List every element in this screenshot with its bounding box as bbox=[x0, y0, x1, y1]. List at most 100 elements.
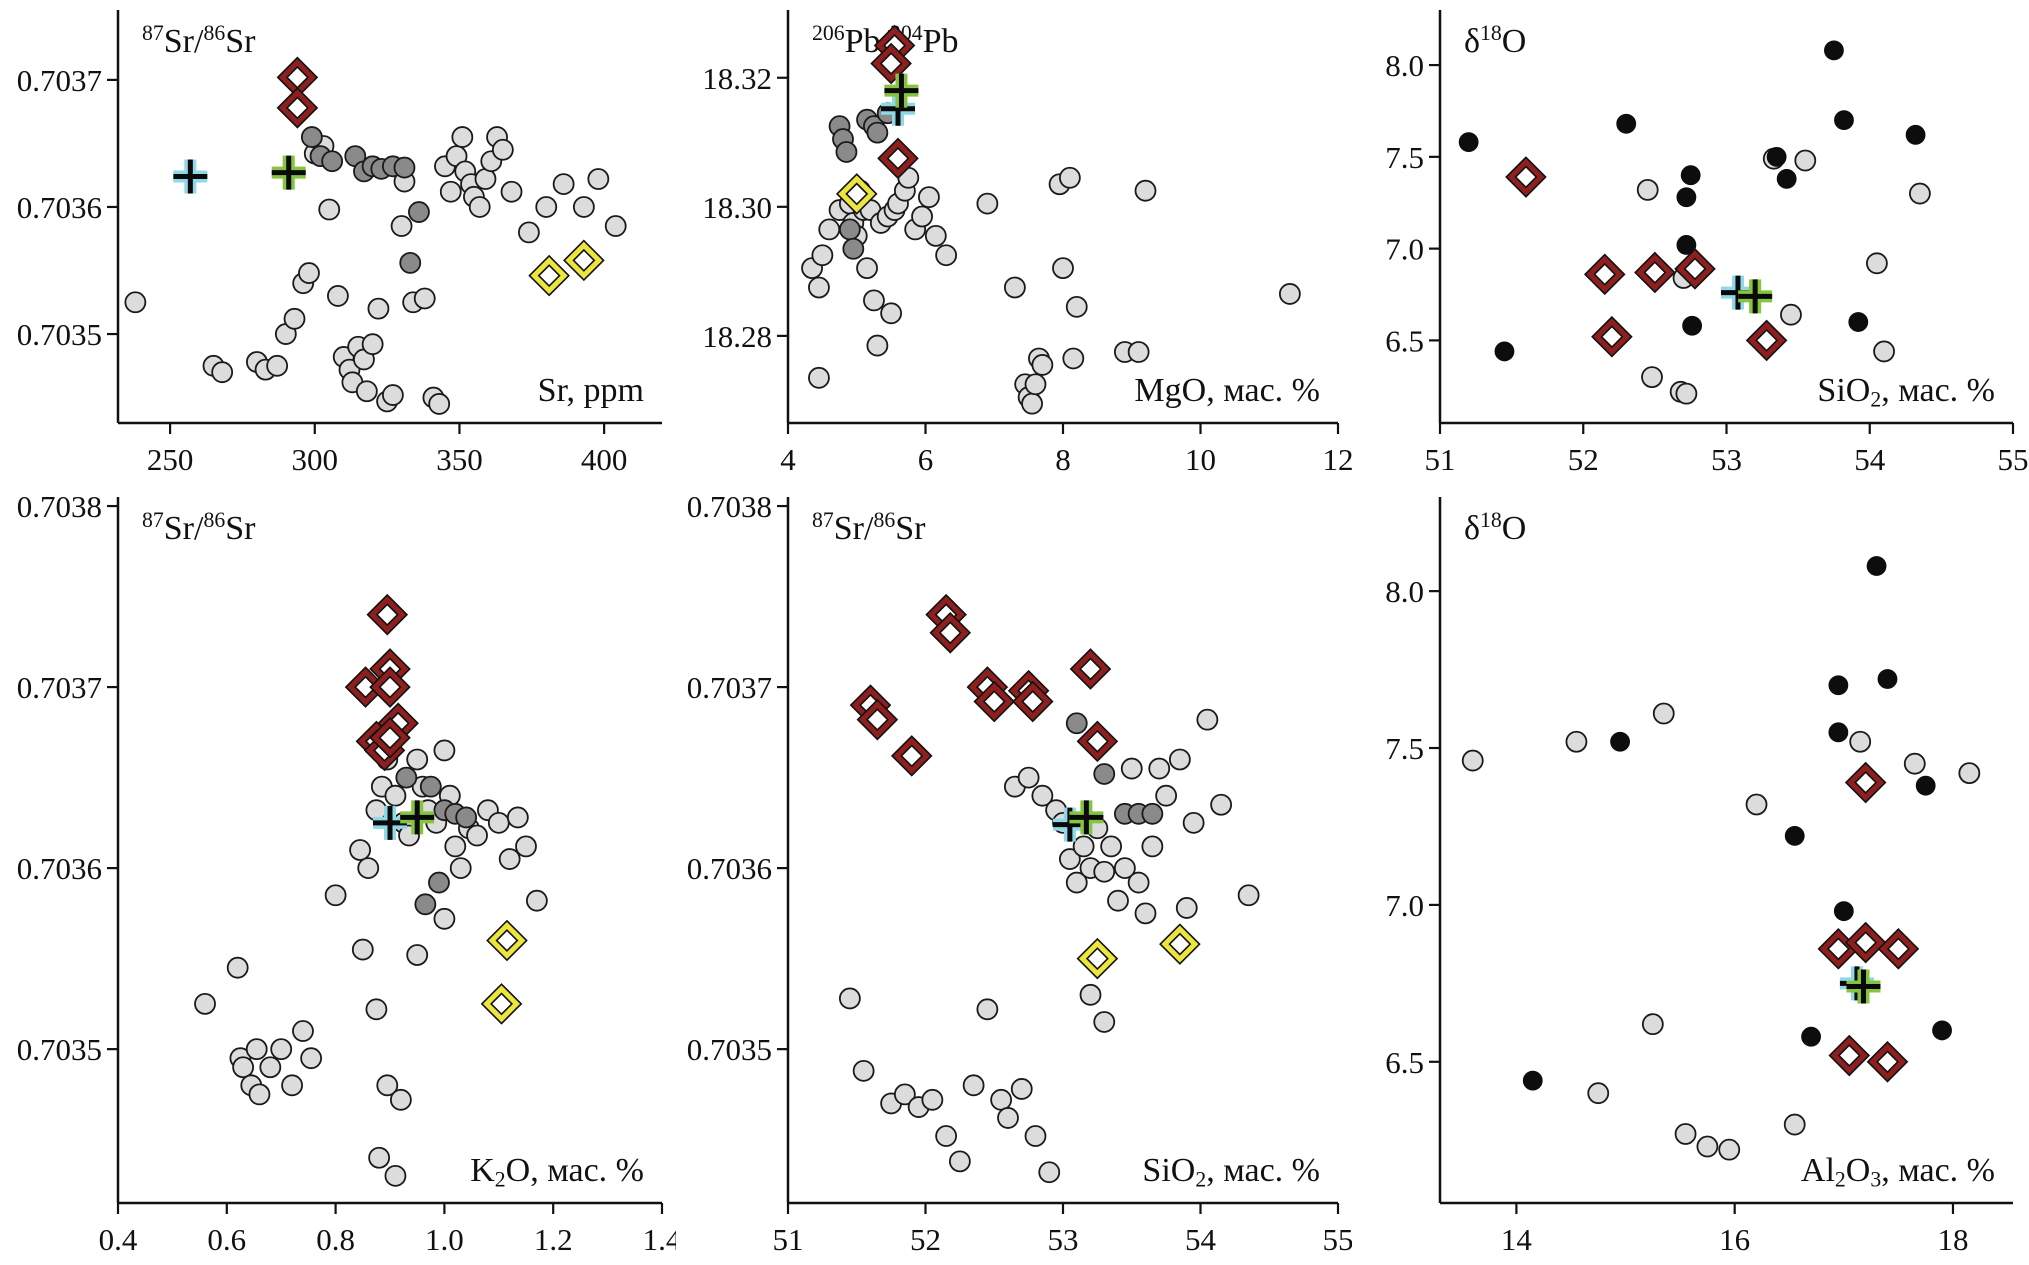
x-axis-label: SiO2, мас. % bbox=[1817, 372, 1995, 411]
data-point bbox=[366, 593, 409, 636]
data-point bbox=[1675, 382, 1698, 405]
data-point-band bbox=[893, 737, 931, 775]
data-point bbox=[1866, 556, 1887, 576]
data-point-band bbox=[1879, 930, 1917, 968]
data-point bbox=[433, 907, 456, 930]
data-point bbox=[976, 998, 999, 1021]
data-point bbox=[399, 251, 422, 274]
data-point bbox=[321, 150, 344, 173]
data-point bbox=[428, 871, 450, 894]
data-point bbox=[1148, 757, 1171, 780]
y-tick-label: 0.7035 bbox=[17, 317, 102, 352]
data-point-band bbox=[1847, 764, 1885, 802]
data-point bbox=[413, 287, 436, 310]
x-axis-label: K2O, мас. % bbox=[470, 1152, 644, 1191]
x-tick-label: 250 bbox=[147, 442, 194, 477]
chart-title: 87Sr/86Sr bbox=[142, 508, 256, 547]
data-point-band bbox=[371, 719, 409, 757]
data-point bbox=[1182, 811, 1205, 834]
x-tick-label: 54 bbox=[1854, 442, 1886, 477]
data-point bbox=[1565, 730, 1588, 753]
data-point bbox=[480, 983, 523, 1025]
data-point bbox=[414, 893, 437, 916]
y-tick-label: 0.7037 bbox=[17, 63, 102, 98]
x-tick-label: 54 bbox=[1185, 1222, 1217, 1257]
data-point bbox=[1062, 347, 1085, 370]
data-point bbox=[506, 806, 529, 829]
series-dark-gray-circles bbox=[300, 126, 430, 274]
data-point bbox=[948, 1150, 971, 1173]
data-point-band bbox=[1748, 321, 1786, 359]
data-point bbox=[1828, 1034, 1871, 1077]
data-point-band bbox=[1078, 940, 1116, 978]
data-point bbox=[1834, 110, 1854, 131]
data-point bbox=[351, 938, 374, 961]
data-point bbox=[361, 333, 384, 356]
data-point bbox=[1828, 722, 1849, 743]
data-point bbox=[487, 811, 510, 834]
data-point bbox=[1915, 775, 1936, 796]
data-point-core bbox=[1069, 800, 1104, 835]
data-point bbox=[124, 291, 147, 314]
data-point-band bbox=[371, 668, 409, 706]
data-point bbox=[245, 1038, 268, 1061]
data-point bbox=[349, 839, 371, 861]
data-point bbox=[433, 739, 456, 762]
data-point bbox=[880, 302, 903, 325]
data-point bbox=[1696, 1135, 1719, 1158]
data-point bbox=[1010, 1078, 1033, 1100]
axes: 250 300 350 400 0.7035 0.7036 0.7037 bbox=[17, 10, 662, 477]
data-point bbox=[587, 168, 610, 190]
data-point bbox=[935, 1125, 958, 1147]
data-point-band bbox=[872, 45, 910, 83]
series-red-diamonds bbox=[1505, 156, 1788, 362]
data-point-band bbox=[488, 921, 526, 960]
data-point bbox=[1641, 1013, 1664, 1036]
data-point bbox=[1587, 1082, 1610, 1105]
data-point bbox=[324, 884, 347, 907]
data-point bbox=[604, 215, 627, 237]
data-point bbox=[1168, 748, 1191, 771]
data-point-band bbox=[1014, 683, 1052, 721]
data-point bbox=[368, 1146, 391, 1169]
series-red-diamonds bbox=[1817, 761, 1920, 1083]
data-point bbox=[1676, 187, 1697, 208]
data-point bbox=[1817, 928, 1860, 970]
data-point bbox=[863, 289, 885, 312]
x-tick-label: 1.4 bbox=[643, 1222, 676, 1257]
data-point-core bbox=[271, 155, 306, 190]
data-point bbox=[1113, 857, 1136, 880]
y-tick-label: 6.5 bbox=[1385, 323, 1424, 358]
data-point bbox=[439, 180, 462, 203]
data-point bbox=[1848, 312, 1869, 332]
data-point bbox=[300, 126, 323, 148]
data-point bbox=[300, 1047, 323, 1070]
data-point-band bbox=[931, 614, 969, 652]
data-point bbox=[552, 173, 575, 195]
data-point bbox=[1634, 251, 1676, 294]
data-point bbox=[1017, 766, 1040, 789]
data-point bbox=[1093, 860, 1116, 883]
x-tick-label: 55 bbox=[1998, 442, 2029, 477]
data-point bbox=[1100, 835, 1123, 858]
data-point bbox=[1824, 40, 1844, 61]
data-point bbox=[1175, 897, 1198, 919]
series-red-diamonds bbox=[276, 56, 319, 129]
data-point bbox=[266, 354, 289, 377]
data-point bbox=[1583, 253, 1626, 296]
data-point bbox=[515, 835, 537, 858]
data-point-core bbox=[400, 800, 435, 835]
data-point bbox=[1076, 720, 1119, 763]
panel-srsr-vs-sr-ppm: 250 300 350 400 0.7035 0.7036 0.7037 87Sr/86Sr S… bbox=[0, 0, 676, 485]
data-point bbox=[835, 141, 858, 163]
x-tick-label: 53 bbox=[1048, 1222, 1079, 1257]
series-black-circles bbox=[1458, 40, 1926, 362]
data-point bbox=[384, 784, 407, 807]
series-green-cross bbox=[1846, 969, 1881, 1004]
data-point-core bbox=[1846, 969, 1881, 1004]
data-point bbox=[1021, 392, 1043, 415]
x-axis-label: SiO2, мас. % bbox=[1142, 1152, 1320, 1191]
data-point bbox=[1052, 257, 1074, 280]
data-point bbox=[1127, 341, 1150, 363]
data-point bbox=[1610, 731, 1630, 752]
